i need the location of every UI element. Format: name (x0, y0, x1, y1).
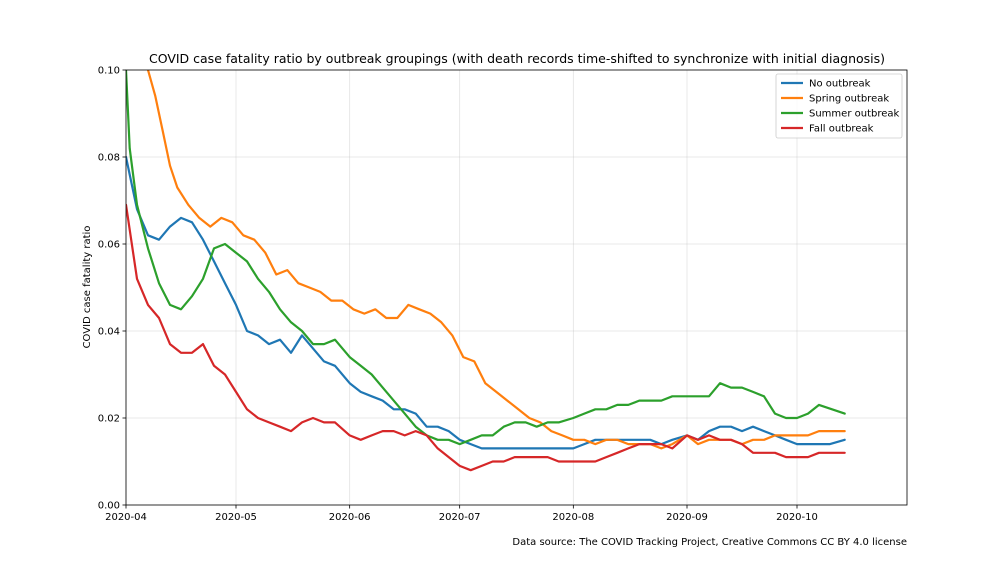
x-axis-ticks: 2020-04 2020-05 2020-06 2020-07 2020-08 2020-… (105, 505, 818, 523)
y-tick-label: 0.04 (98, 327, 120, 338)
x-tick-label: 2020-05 (215, 512, 257, 523)
series-lines (126, 70, 846, 472)
legend-frame (775, 73, 903, 139)
series-line-fall-outbreak (126, 203, 846, 472)
x-tick-label: 2020-08 (552, 512, 594, 523)
legend-label: No outbreak (809, 79, 871, 90)
plot-frame (125, 69, 908, 506)
series-line-no-outbreak (126, 155, 846, 450)
chart-title: COVID case fatality ratio by outbreak gr… (149, 51, 885, 66)
legend-label: Fall outbreak (809, 124, 874, 135)
x-tick-label: 2020-06 (329, 512, 371, 523)
x-tick-label: 2020-04 (105, 512, 147, 523)
x-tick-label: 2020-07 (439, 512, 481, 523)
y-tick-label: 0.02 (98, 414, 120, 425)
legend: No outbreak Spring outbreak Summer outbrea… (775, 73, 903, 139)
y-axis-label: COVID case fatality ratio (82, 226, 93, 349)
y-tick-label: 0.00 (98, 501, 120, 512)
series-line-summer-outbreak (126, 70, 846, 446)
legend-label: Summer outbreak (809, 109, 900, 120)
legend-label: Spring outbreak (809, 94, 889, 105)
x-tick-label: 2020-10 (776, 512, 818, 523)
y-tick-label: 0.06 (98, 240, 120, 251)
data-source-note: Data source: The COVID Tracking Project,… (512, 537, 907, 548)
y-tick-label: 0.08 (98, 153, 120, 164)
series-line-spring-outbreak (146, 70, 846, 450)
y-tick-label: 0.10 (98, 66, 120, 77)
y-axis-ticks: 0.00 0.02 0.04 0.06 0.08 0.10 (98, 66, 126, 512)
x-tick-label: 2020-09 (666, 512, 708, 523)
